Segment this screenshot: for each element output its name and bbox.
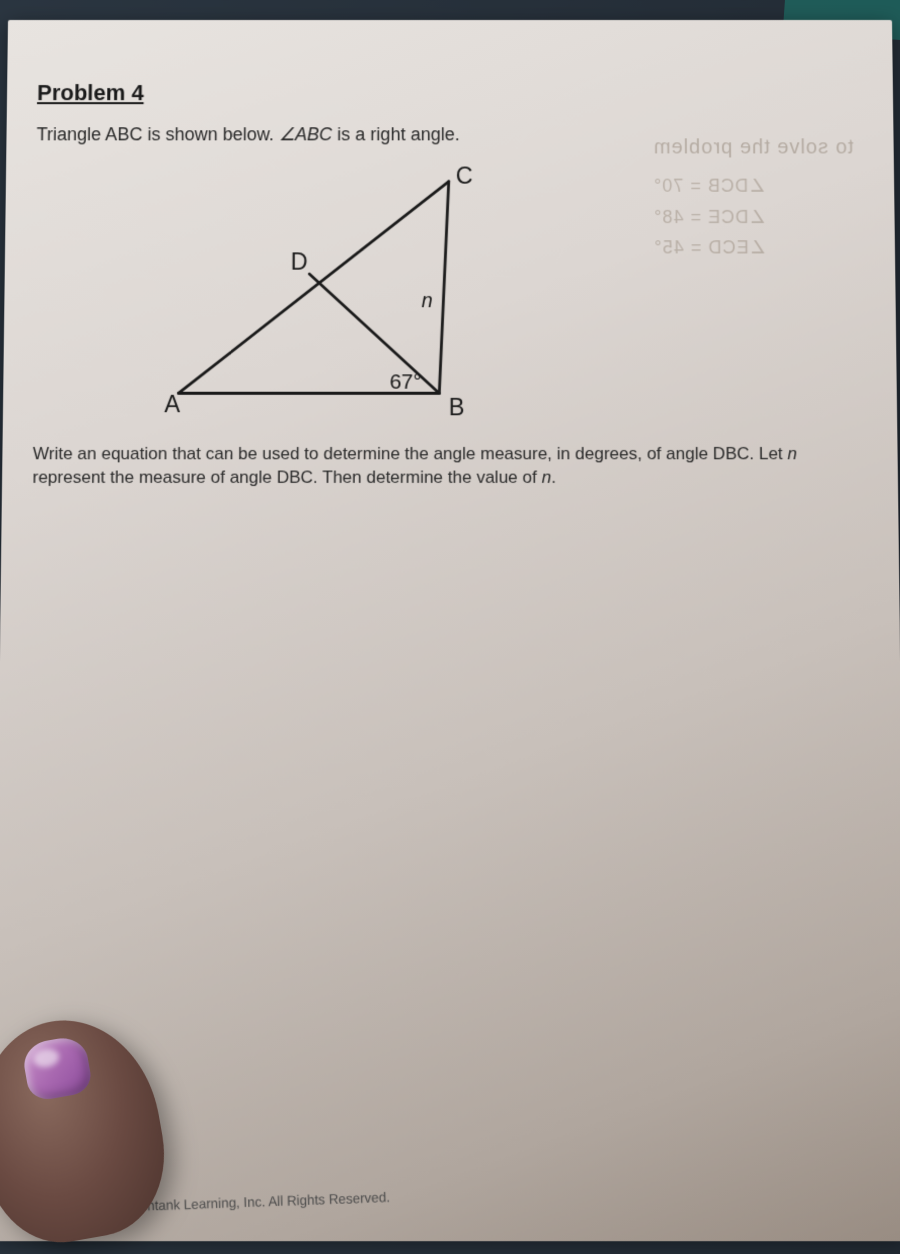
question-text: represent the measure of angle DBC. Then… [32, 467, 541, 486]
vertex-D: D [290, 248, 307, 274]
triangle-lines [179, 181, 449, 393]
question-text: Write an equation that can be used to de… [33, 444, 788, 463]
intro-text: Triangle ABC is shown below. [37, 124, 279, 144]
question-text: . [551, 467, 556, 486]
bleed-through-text: to solve the problem ∠DCB = 70° ∠DCE = 4… [653, 130, 855, 263]
variable-n: n [787, 444, 797, 463]
triangle-svg: A B C D 67° n [155, 155, 499, 429]
vertex-A: A [164, 391, 180, 418]
intro-text: is a right angle. [332, 124, 460, 144]
problem-question: Write an equation that can be used to de… [32, 443, 863, 490]
angle-symbol: ∠ABC [279, 124, 332, 144]
bleed-line: ∠DCE = 48° [653, 201, 855, 232]
bleed-line: ∠DCB = 70° [653, 171, 854, 202]
triangle-diagram: A B C D 67° n [154, 155, 498, 434]
variable-n: n [542, 467, 552, 486]
segment-CA [179, 181, 449, 393]
bleed-line: ∠ECD = 45° [653, 232, 855, 263]
worksheet-page: to solve the problem ∠DCB = 70° ∠DCE = 4… [0, 20, 900, 1241]
vertex-B: B [449, 393, 465, 420]
angle-67: 67° [389, 370, 421, 393]
angle-n: n [422, 290, 433, 312]
fingernail [21, 1034, 94, 1102]
problem-title: Problem 4 [37, 80, 863, 106]
problem-intro: Triangle ABC is shown below. ∠ABC is a r… [36, 124, 863, 145]
segment-BC [439, 181, 448, 393]
vertex-C: C [456, 163, 473, 189]
